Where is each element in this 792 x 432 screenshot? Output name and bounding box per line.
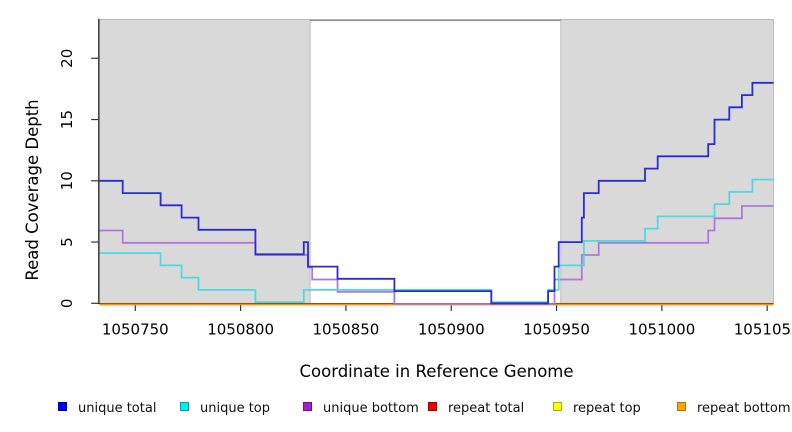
series-line-unique-top (99, 178, 774, 303)
y-tick-label: 0 (58, 299, 76, 309)
x-tick-label: 1050750 (102, 321, 169, 339)
y-axis-title: Read Coverage Depth (23, 99, 42, 281)
y-tick-label: 20 (58, 49, 76, 68)
y-tick-label: 10 (58, 171, 76, 190)
x-axis-title: Coordinate in Reference Genome (299, 362, 574, 381)
shaded-region-0 (99, 19, 311, 304)
x-tick-label: 1050950 (523, 321, 590, 339)
y-tick-label: 5 (58, 237, 76, 247)
x-tick-label: 1050850 (313, 321, 380, 339)
shaded-region-1 (560, 19, 774, 304)
x-tick-label: 1050800 (207, 321, 274, 339)
y-tick-label: 15 (58, 110, 76, 129)
x-tick-label: 1050900 (418, 321, 485, 339)
series-line-unique-total (99, 81, 774, 305)
x-tick-label: 1051000 (628, 321, 695, 339)
